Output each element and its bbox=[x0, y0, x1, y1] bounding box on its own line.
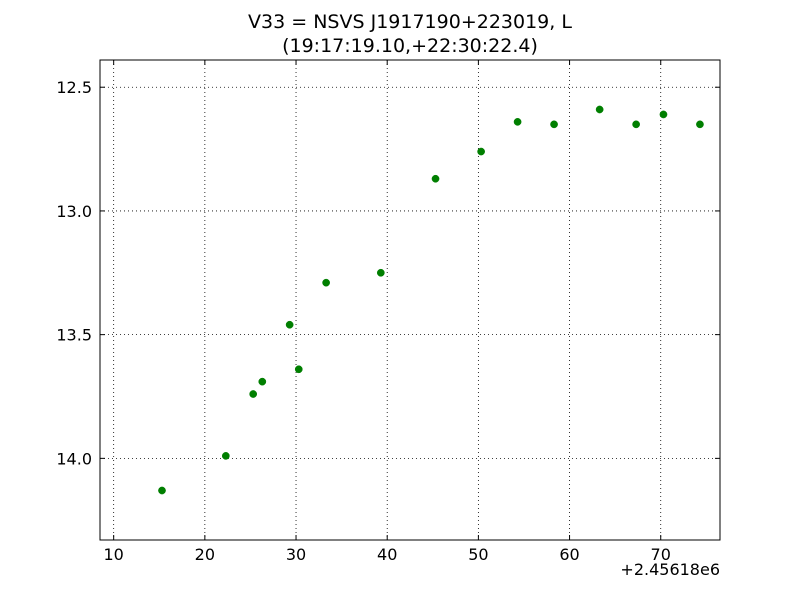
y-tick-label: 13.5 bbox=[56, 326, 92, 345]
data-point bbox=[632, 120, 640, 129]
data-point bbox=[322, 278, 330, 287]
y-tick-label: 12.5 bbox=[56, 78, 92, 97]
data-point bbox=[158, 486, 166, 495]
y-tick-label: 13.0 bbox=[56, 202, 92, 221]
chart-subtitle: (19:17:19.10,+22:30:22.4) bbox=[282, 35, 538, 57]
data-point bbox=[249, 390, 258, 398]
chart-title: V33 = NSVS J1917190+223019, L bbox=[248, 11, 572, 33]
data-point bbox=[513, 118, 522, 126]
x-tick-label: 50 bbox=[468, 545, 488, 564]
data-point bbox=[431, 174, 440, 183]
data-points bbox=[158, 105, 704, 495]
data-point bbox=[696, 120, 704, 129]
data-point bbox=[294, 365, 303, 374]
data-point bbox=[376, 268, 385, 277]
grid-lines bbox=[100, 60, 720, 540]
data-point bbox=[285, 320, 294, 329]
y-tick-label: 14.0 bbox=[56, 449, 92, 468]
x-tick-label: 20 bbox=[195, 545, 215, 564]
data-point bbox=[595, 105, 604, 114]
plot-frame bbox=[99, 59, 721, 541]
data-point bbox=[659, 110, 668, 119]
x-tick-label: 10 bbox=[103, 545, 123, 564]
x-offset-label: +2.45618e6 bbox=[620, 560, 720, 579]
x-tick-label: 30 bbox=[286, 545, 306, 564]
axis-ticks: 10 20 30 40 50 60 70 12.5 13.0 13.5 14.0 bbox=[56, 60, 720, 564]
x-tick-label: 60 bbox=[559, 545, 579, 564]
chart-title-block: V33 = NSVS J1917190+223019, L (19:17:19.… bbox=[100, 10, 720, 58]
data-point bbox=[550, 120, 558, 129]
data-point bbox=[477, 147, 485, 156]
data-point bbox=[258, 377, 267, 386]
x-tick-label: 70 bbox=[651, 545, 671, 564]
x-tick-label: 40 bbox=[377, 545, 397, 564]
data-point bbox=[221, 452, 230, 460]
